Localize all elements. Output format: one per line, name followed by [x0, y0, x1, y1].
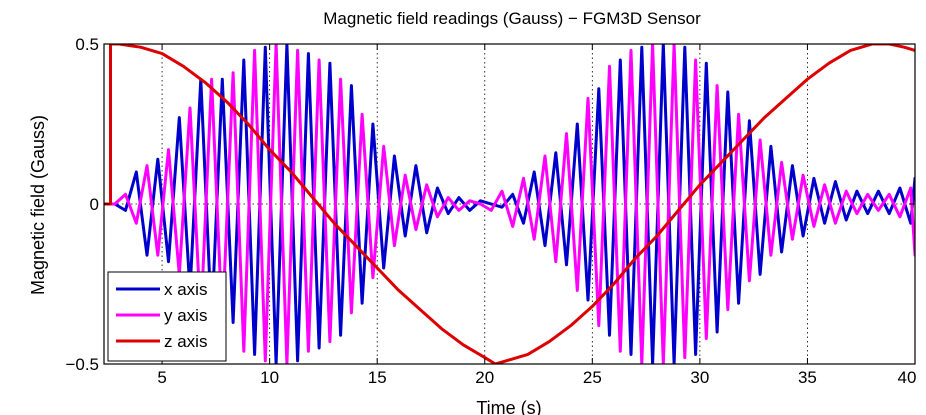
x-tick-label: 10	[260, 368, 279, 387]
chart-title: Magnetic field readings (Gauss) − FGM3D …	[323, 9, 701, 28]
legend-label-3: z axis	[164, 332, 207, 351]
y-axis-label: Magnetic field (Gauss)	[28, 115, 48, 295]
x-tick-label: 40	[898, 368, 917, 387]
legend-label-1: x axis	[164, 280, 207, 299]
x-tick-label: 35	[798, 368, 817, 387]
x-tick-label: 5	[157, 368, 166, 387]
series-line-3	[104, 44, 915, 364]
axis-ticks: 5 10 15 20 25 30 35 40 −0.5 0 0.5	[65, 35, 916, 387]
y-tick-label: 0	[90, 195, 99, 214]
y-tick-label: −0.5	[65, 355, 99, 374]
series-group	[104, 44, 915, 364]
series-line-2	[104, 44, 915, 364]
series-line-1	[104, 44, 915, 364]
legend: x axis y axis z axis	[107, 271, 227, 362]
x-tick-label: 25	[583, 368, 602, 387]
y-tick-label: 0.5	[75, 35, 99, 54]
x-tick-label: 15	[368, 368, 387, 387]
x-axis-label: Time (s)	[476, 398, 541, 415]
x-tick-label: 20	[475, 368, 494, 387]
legend-label-2: y axis	[164, 306, 207, 325]
x-tick-label: 30	[690, 368, 709, 387]
